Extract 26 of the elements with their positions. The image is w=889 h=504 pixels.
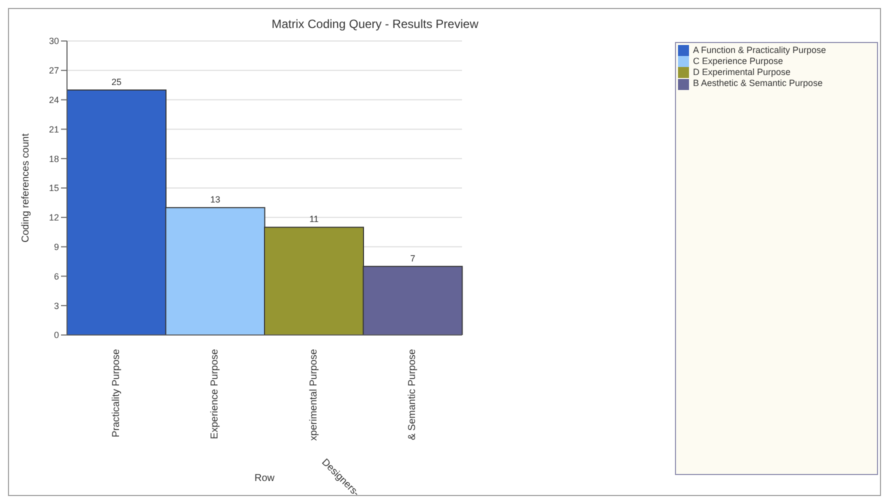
data-label: 7 — [410, 253, 416, 264]
x-axis-title: Row — [254, 473, 276, 484]
legend-label: C Experience Purpose — [693, 56, 784, 66]
legend-label: D Experimental Purpose — [693, 67, 791, 78]
data-label: 11 — [309, 214, 319, 224]
y-tick-label: 21 — [48, 124, 59, 134]
data-label: 13 — [210, 194, 220, 205]
legend-label: B Aesthetic & Semantic Purpose — [693, 78, 823, 88]
x-tick-label: Experience Purpose — [210, 348, 221, 440]
y-tick-label: 15 — [48, 183, 59, 194]
y-tick-label: 12 — [48, 212, 59, 223]
legend-label: A Function & Practicality Purpose — [693, 45, 826, 55]
y-tick-label: 0 — [54, 330, 59, 340]
x-tick-label: xperimental Purpose — [308, 348, 320, 441]
y-tick-label: 30 — [48, 36, 59, 46]
data-label: 25 — [111, 77, 122, 87]
x-tick-label: Practicality Purpose — [110, 348, 122, 438]
y-tick-label: 6 — [54, 271, 59, 282]
y-tick-label: 24 — [48, 94, 59, 105]
y-tick-label: 9 — [54, 242, 59, 252]
y-tick-label: 18 — [48, 154, 59, 164]
y-axis-title: Coding references count — [20, 133, 32, 242]
x-tick-label: & Semantic Purpose — [407, 348, 418, 440]
y-tick-label: 3 — [54, 300, 59, 311]
chart-title: Matrix Coding Query - Results Preview — [270, 17, 480, 31]
y-tick-label: 27 — [48, 66, 59, 76]
